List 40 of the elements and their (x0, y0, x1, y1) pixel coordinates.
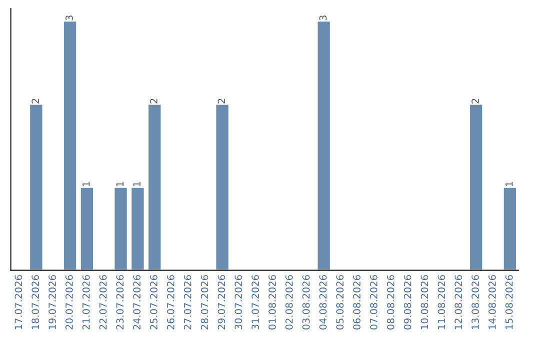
x-tick-label: 22.07.2026 (99, 275, 107, 330)
data-label: 1 (506, 182, 513, 186)
x-tick-label: 13.08.2026 (472, 275, 479, 330)
x-tick-label: 17.07.2026 (14, 275, 22, 330)
x-tick-label: 23.07.2026 (116, 275, 124, 330)
data-label: 2 (150, 98, 158, 104)
x-tick-label: 06.08.2026 (353, 275, 360, 330)
x-tick-label: 07.08.2026 (370, 275, 378, 330)
x-tick-label: 15.08.2026 (505, 275, 513, 330)
x-tick-label: 11.08.2026 (438, 275, 446, 330)
data-label: 1 (82, 182, 90, 186)
x-tick-label: 05.08.2026 (336, 275, 344, 330)
data-label: 1 (116, 182, 124, 186)
x-tick-label: 14.08.2026 (488, 275, 496, 330)
x-tick-label: 09.08.2026 (404, 275, 412, 330)
x-tick-label: 30.07.2026 (234, 275, 242, 330)
x-tick-label: 04.08.2026 (319, 275, 327, 330)
x-tick-label: 26.07.2026 (167, 275, 174, 330)
x-tick-label: 03.08.2026 (302, 275, 310, 330)
data-label: 3 (319, 16, 327, 20)
x-tick-label: 01.08.2026 (268, 275, 276, 330)
x-tick-label: 10.08.2026 (420, 275, 428, 330)
x-tick-label: 25.07.2026 (150, 275, 158, 330)
x-tick-label: 28.07.2026 (200, 275, 208, 330)
x-tick-label: 24.07.2026 (133, 275, 141, 330)
data-label: 2 (472, 98, 479, 104)
x-tick-label: 21.07.2026 (82, 275, 90, 330)
x-tick-label: 02.08.2026 (285, 275, 293, 330)
x-tick-label: 19.07.2026 (48, 275, 56, 330)
x-tick-label: 31.07.2026 (252, 275, 259, 330)
x-tick-label: 29.07.2026 (218, 275, 226, 330)
x-tick-label: 18.07.2026 (32, 275, 39, 330)
x-tick-label: 12.08.2026 (454, 275, 462, 330)
x-tick-label: 20.07.2026 (65, 275, 73, 330)
data-label: 3 (65, 16, 73, 20)
data-label: 1 (133, 182, 140, 186)
data-label: 2 (32, 98, 39, 104)
data-label: 2 (218, 98, 225, 104)
x-tick-label: 08.08.2026 (386, 275, 394, 330)
x-tick-label: 27.07.2026 (184, 275, 192, 330)
